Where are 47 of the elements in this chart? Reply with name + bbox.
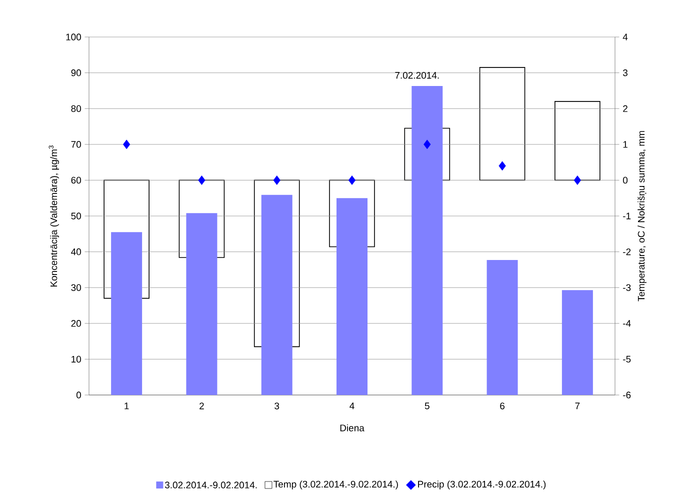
- legend-label: Temp (3.02.2014.-9.02.2014.): [274, 480, 398, 490]
- y-tick-label: 100: [66, 34, 82, 40]
- y2-tick-label: 1: [623, 141, 628, 148]
- point: [273, 175, 280, 185]
- y-tick-label: 70: [71, 141, 82, 148]
- y2-tick-label: -2: [623, 248, 631, 256]
- bar: [554, 101, 600, 181]
- bar: [479, 67, 526, 181]
- y-tick-label: 10: [72, 356, 82, 363]
- point: [424, 140, 431, 150]
- y2-axis-title: Temperature, oC / Nokrišņu summa, mm: [638, 131, 647, 302]
- point: [198, 175, 206, 185]
- x-tick-label: 6: [500, 402, 505, 410]
- legend-label: Precip (3.02.2014.-9.02.2014.): [418, 480, 546, 490]
- y2-tick-label: 4: [622, 34, 628, 40]
- y2-tick-label: -4: [623, 320, 631, 327]
- x-tick-label: 5: [424, 402, 430, 410]
- point: [348, 175, 356, 185]
- y-tick-label: 0: [76, 392, 82, 398]
- annotation: 7.02.2014.: [395, 72, 439, 79]
- x-tick-label: 4: [350, 402, 354, 410]
- y2-tick-label: -3: [623, 284, 631, 291]
- y-tick-label: 50: [71, 212, 82, 220]
- x-tick-label: 2: [200, 402, 204, 410]
- legend-label: 3.02.2014.-9.02.2014.: [164, 482, 257, 488]
- bar: [486, 260, 518, 395]
- y2-tick-label: -1: [623, 212, 631, 220]
- point: [123, 140, 130, 150]
- point: [574, 175, 582, 185]
- point: [498, 161, 506, 171]
- y2-tick-label: 3: [622, 69, 628, 76]
- y2-tick-label: -5: [623, 356, 631, 363]
- y-tick-label: 80: [71, 105, 82, 112]
- bar: [562, 290, 593, 395]
- y2-tick-label: 0: [623, 176, 628, 184]
- y-tick-label: 40: [71, 248, 82, 256]
- y-axis-title: Koncentrācija (Valdemāra), µg/m$^{3}$: [48, 146, 59, 286]
- y-tick-label: 60: [71, 176, 82, 184]
- y-tick-label: 20: [71, 320, 82, 327]
- x-tick-label: 3: [274, 402, 280, 410]
- x-tick-label: 7: [575, 402, 580, 410]
- y2-tick-label: -6: [623, 392, 631, 398]
- x-axis-title: Diena: [340, 424, 364, 432]
- y2-tick-label: 2: [623, 105, 628, 112]
- x-tick-label: 1: [124, 402, 129, 410]
- y-tick-label: 30: [71, 284, 82, 291]
- y-tick-label: 90: [71, 69, 82, 76]
